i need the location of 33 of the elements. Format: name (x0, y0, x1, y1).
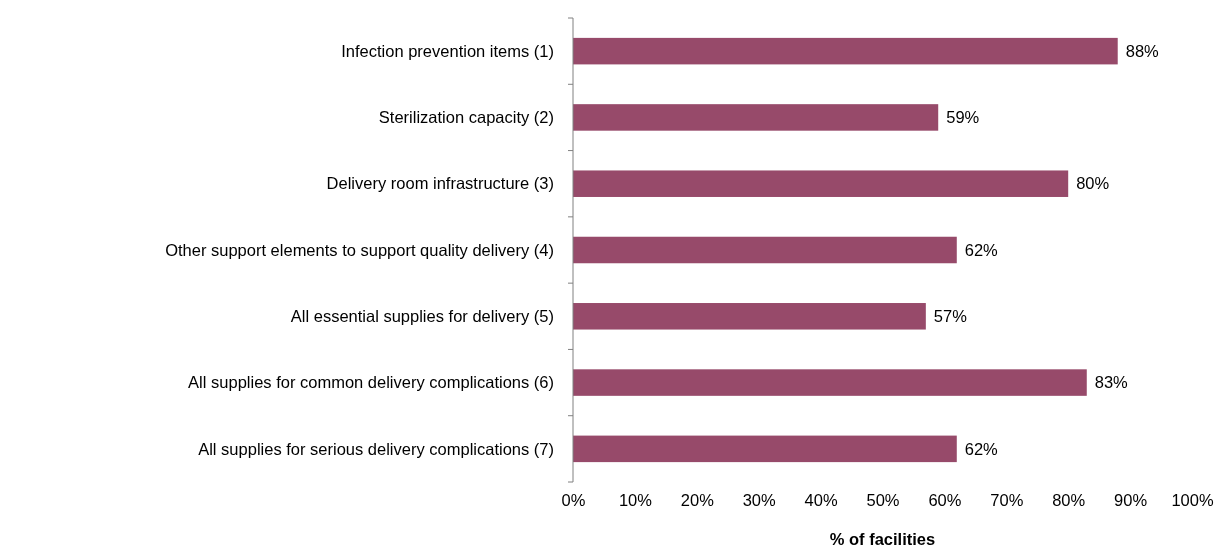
data-label: 83% (1094, 373, 1129, 392)
x-axis-title: % of facilities (829, 530, 936, 548)
bar (573, 369, 1087, 396)
bar (573, 170, 1069, 197)
data-label: 59% (946, 108, 980, 127)
x-tick-label: 20% (680, 490, 715, 509)
bar (573, 104, 939, 131)
y-tick-label: All essential supplies for delivery (5) (290, 307, 554, 326)
x-tick-label: 70% (990, 490, 1024, 509)
y-tick-label: Infection prevention items (1) (341, 41, 554, 60)
bar (573, 303, 926, 330)
x-tick-label: 80% (1052, 490, 1086, 509)
y-tick-label: Other support elements to support quality delivery (4) (165, 240, 554, 259)
bar (573, 37, 1118, 65)
x-tick-label: 40% (804, 490, 838, 509)
y-tick-label: All supplies for serious delivery complications (7) (198, 439, 554, 458)
data-label: 57% (933, 307, 968, 326)
data-label: 62% (964, 439, 999, 458)
y-tick-label: Delivery room infrastructure (3) (326, 174, 554, 193)
x-tick-label: 60% (928, 490, 962, 509)
x-tick-label: 10% (618, 490, 653, 509)
x-tick-label: 90% (1114, 490, 1148, 509)
bar (573, 435, 957, 463)
data-label: 62% (964, 240, 999, 259)
data-label: 80% (1076, 174, 1110, 193)
bar (573, 236, 957, 264)
y-tick-label: All supplies for common delivery complications (6) (188, 373, 554, 392)
x-tick-label: 50% (866, 490, 900, 509)
y-tick-label: Sterilization capacity (2) (378, 108, 554, 127)
x-tick-label: 100% (1171, 490, 1214, 509)
x-tick-label: 30% (742, 490, 777, 509)
x-tick-label: 0% (561, 490, 586, 509)
data-label: 88% (1125, 41, 1160, 60)
